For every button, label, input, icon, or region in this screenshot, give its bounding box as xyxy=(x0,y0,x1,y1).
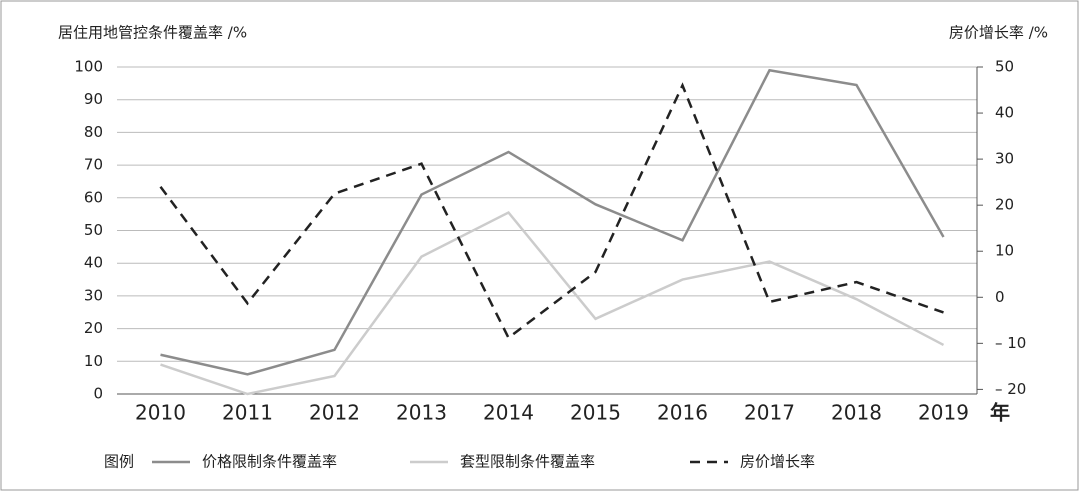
x-tick-label: 2011 xyxy=(222,401,273,425)
y-tick-label: 50 xyxy=(84,221,103,239)
legend-label: 价格限制条件覆盖率 xyxy=(202,453,337,471)
y2-tick-label: 50 xyxy=(995,58,1014,76)
y-tick-label: 70 xyxy=(84,156,103,174)
x-tick-label: 2018 xyxy=(831,401,882,425)
legend-label: 房价增长率 xyxy=(740,453,815,471)
y2-tick-label: 40 xyxy=(995,104,1014,122)
x-tick-label: 2016 xyxy=(657,401,708,425)
x-tick-label: 2019 xyxy=(918,401,969,425)
series-line xyxy=(160,68,945,376)
x-tick-label: 2012 xyxy=(309,401,360,425)
x-tick-label: 2010 xyxy=(135,401,186,425)
y2-tick-label: 10 xyxy=(995,242,1014,260)
y-tick-label: 10 xyxy=(84,352,103,370)
legend-label: 套型限制条件覆盖率 xyxy=(460,453,595,471)
x-tick-label: 2015 xyxy=(570,401,621,425)
y2-tick-label: 20 xyxy=(995,196,1014,214)
y2-tick-label: 30 xyxy=(995,150,1014,168)
x-tick-label: 2017 xyxy=(744,401,795,425)
y-tick-label: 60 xyxy=(84,188,103,206)
y2-tick-label: – 20 xyxy=(995,380,1026,398)
y-tick-label: 40 xyxy=(84,254,103,272)
y-tick-label: 30 xyxy=(84,286,103,304)
y2-tick-label: 0 xyxy=(995,288,1005,306)
series-line xyxy=(160,210,945,396)
y-tick-label: 20 xyxy=(84,319,103,337)
x-unit: 年 xyxy=(990,401,1010,425)
y2-tick-label: – 10 xyxy=(995,334,1026,352)
y2-axis-title: 房价增长率 /% xyxy=(949,24,1048,42)
x-tick-label: 2013 xyxy=(396,401,447,425)
y-tick-label: 80 xyxy=(84,123,103,141)
y-tick-label: 100 xyxy=(74,58,103,76)
x-tick-label: 2014 xyxy=(483,401,534,425)
y-tick-label: 90 xyxy=(84,90,103,108)
y-tick-label: 0 xyxy=(93,385,103,403)
y-axis-title: 居住用地管控条件覆盖率 /% xyxy=(58,24,247,42)
legend-title: 图例 xyxy=(104,453,134,471)
series-line xyxy=(159,82,944,340)
